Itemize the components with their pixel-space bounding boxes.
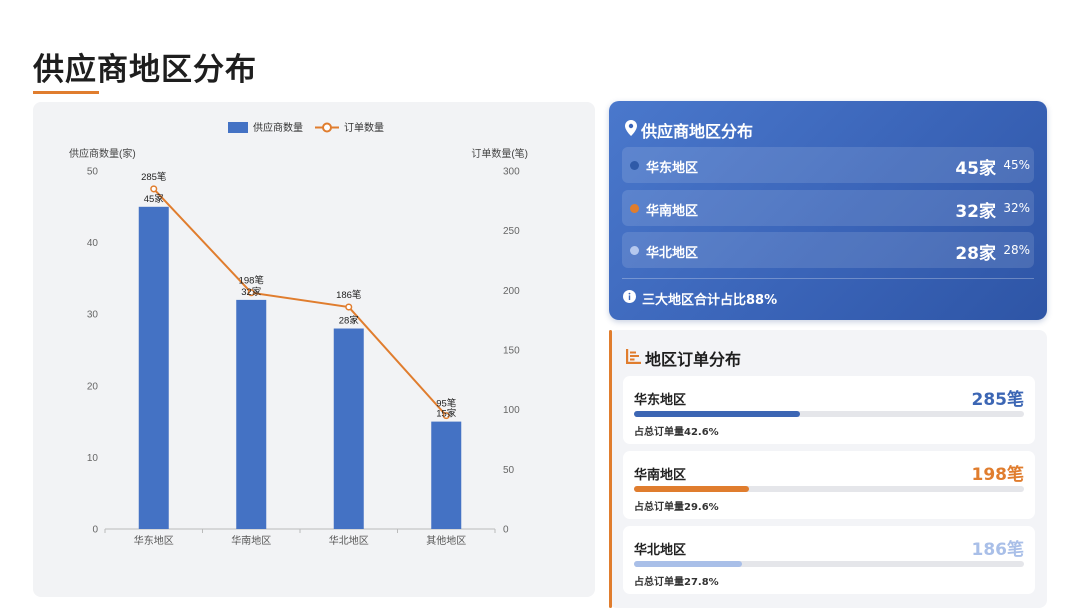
region-percent: 45%	[1003, 158, 1030, 172]
region-percent: 32%	[1003, 201, 1030, 215]
legend-bar-swatch	[228, 122, 248, 133]
order-share-text: 占总订单量42.6%	[634, 427, 719, 438]
line-data-label: 95笔	[436, 398, 456, 410]
y-right-tick-label: 200	[503, 286, 520, 297]
order-card-header: 地区订单分布	[626, 346, 741, 370]
y-right-tick-label: 300	[503, 167, 520, 178]
bar-supplier-count	[431, 421, 462, 529]
bar-supplier-count	[333, 328, 364, 529]
x-tick-label: 其他地区	[426, 534, 466, 547]
x-tick-label: 华东地区	[134, 534, 174, 547]
order-value: 285笔	[971, 390, 1025, 410]
order-share-text: 占总订单量27.8%	[634, 577, 719, 588]
region-name: 华北地区	[646, 246, 699, 261]
line-point	[247, 289, 255, 297]
region-count: 32家	[955, 202, 996, 222]
region-divider	[622, 278, 1034, 279]
line-point	[442, 412, 450, 420]
line-point	[345, 303, 353, 311]
title-underline	[33, 91, 99, 94]
x-tick-label: 华南地区	[231, 534, 271, 547]
bar-list-icon	[626, 348, 641, 368]
y-right-tick-label: 250	[503, 226, 520, 237]
order-item-north: 华北地区 186笔 占总订单量27.8%	[623, 526, 1035, 594]
region-row-north: 华北地区 28家 28%	[622, 232, 1034, 268]
region-name: 华东地区	[646, 161, 699, 176]
region-row-east: 华东地区 45家 45%	[622, 147, 1034, 183]
order-value: 186笔	[971, 540, 1025, 560]
chart-panel: 供应商数量 订单数量供应商数量(家) 订单数量(笔) 0 10 20 30 40 50 0 50 10…	[33, 102, 595, 597]
order-region-name: 华南地区	[634, 468, 687, 483]
region-dot	[630, 246, 639, 255]
line-point	[150, 185, 158, 193]
region-row-south: 华南地区 32家 32%	[622, 190, 1034, 226]
order-region-name: 华北地区	[634, 543, 687, 558]
bar-supplier-count	[138, 206, 169, 530]
page-title: 供应商地区分布	[33, 52, 257, 88]
legend-label: 供应商数量	[253, 121, 303, 134]
y-right-tick-label: 50	[503, 465, 515, 476]
bar-data-label: 28家	[339, 315, 360, 327]
y-right-axis-title: 订单数量(笔)	[471, 147, 528, 160]
line-data-label: 186笔	[336, 289, 361, 301]
order-region-name: 华东地区	[634, 393, 687, 408]
y-left-tick-label: 0	[92, 525, 98, 536]
order-progress-fill	[634, 486, 750, 492]
y-left-tick-label: 50	[87, 167, 99, 178]
legend-line-marker	[322, 122, 332, 133]
order-card-title: 地区订单分布	[645, 350, 742, 369]
y-left-axis-title: 供应商数量(家)	[69, 147, 136, 160]
line-order-count	[153, 188, 447, 417]
y-right-tick-label: 100	[503, 405, 520, 416]
legend-label: 订单数量	[344, 121, 384, 134]
card-accent-bar	[609, 330, 612, 608]
region-summary-text: 三大地区合计占比88%	[642, 293, 778, 308]
region-percent: 28%	[1003, 243, 1030, 257]
order-item-south: 华南地区 198笔 占总订单量29.6%	[623, 451, 1035, 519]
order-distribution-card: 地区订单分布 华东地区 285笔 占总订单量42.6% 华南地区 198笔 占总…	[609, 330, 1047, 608]
y-left-tick-label: 30	[87, 310, 99, 321]
region-count: 45家	[955, 159, 996, 179]
order-progress-track	[634, 486, 1024, 492]
region-summary: 三大地区合计占比88%	[623, 289, 777, 308]
location-pin-icon	[625, 120, 637, 140]
region-dot	[630, 161, 639, 170]
y-right-tick-label: 150	[503, 346, 520, 357]
y-left-tick-label: 40	[87, 238, 99, 249]
bar-supplier-count	[236, 299, 267, 529]
bar-data-label: 32家	[241, 286, 262, 298]
line-data-label: 198笔	[239, 275, 264, 287]
info-icon	[623, 290, 636, 307]
order-item-east: 华东地区 285笔 占总订单量42.6%	[623, 376, 1035, 444]
region-dot	[630, 204, 639, 213]
order-progress-fill	[634, 411, 801, 417]
order-progress-fill	[634, 561, 743, 567]
order-value: 198笔	[971, 465, 1025, 485]
y-right-tick-label: 0	[503, 525, 509, 536]
region-count: 28家	[955, 244, 996, 264]
bar-data-label: 45家	[144, 193, 165, 205]
bar-data-label: 15家	[436, 408, 457, 420]
order-progress-track	[634, 411, 1024, 417]
order-share-text: 占总订单量29.6%	[634, 502, 719, 513]
x-tick-label: 华北地区	[329, 534, 369, 547]
region-card-title: 供应商地区分布	[641, 122, 754, 141]
y-left-tick-label: 10	[87, 453, 99, 464]
line-data-label: 285笔	[141, 171, 166, 183]
region-name: 华南地区	[646, 204, 699, 219]
region-card-header: 供应商地区分布	[625, 118, 753, 142]
y-left-tick-label: 20	[87, 381, 99, 392]
order-progress-track	[634, 561, 1024, 567]
region-distribution-card: 供应商地区分布 华东地区 45家 45% 华南地区 32家 32% 华北地区 2…	[609, 101, 1047, 320]
